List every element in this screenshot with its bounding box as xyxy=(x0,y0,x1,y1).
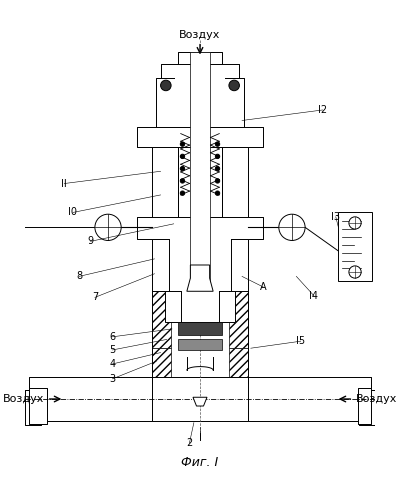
Bar xyxy=(178,322,222,335)
Text: Фиг. I: Фиг. I xyxy=(181,456,219,469)
Text: 4: 4 xyxy=(109,359,116,369)
Bar xyxy=(165,291,235,322)
Bar xyxy=(137,217,263,239)
Circle shape xyxy=(229,80,240,91)
Circle shape xyxy=(180,154,185,159)
Bar xyxy=(229,348,248,383)
Bar xyxy=(229,291,248,348)
Bar xyxy=(165,291,235,322)
Polygon shape xyxy=(187,265,213,291)
Bar xyxy=(29,388,47,425)
Bar xyxy=(160,64,240,78)
Text: 3: 3 xyxy=(109,374,116,384)
Bar xyxy=(152,239,248,291)
Bar xyxy=(248,407,371,421)
Bar xyxy=(137,127,263,147)
Text: I: I xyxy=(198,433,202,443)
Bar xyxy=(178,52,190,64)
Bar xyxy=(176,78,224,127)
Bar xyxy=(360,390,375,425)
Bar xyxy=(222,147,248,217)
Circle shape xyxy=(215,167,220,171)
Text: 6: 6 xyxy=(109,332,116,342)
Circle shape xyxy=(215,142,220,146)
Bar xyxy=(25,390,40,425)
Bar xyxy=(160,64,240,78)
Circle shape xyxy=(215,191,220,196)
Bar xyxy=(152,407,248,421)
Bar xyxy=(137,217,263,239)
Circle shape xyxy=(180,191,185,196)
Bar xyxy=(224,78,244,127)
Bar xyxy=(152,291,171,348)
Bar xyxy=(190,52,210,282)
Bar xyxy=(360,390,375,425)
Bar xyxy=(152,348,171,383)
Bar xyxy=(152,239,248,291)
Circle shape xyxy=(215,179,220,183)
Circle shape xyxy=(279,214,305,241)
Bar xyxy=(358,388,371,425)
Circle shape xyxy=(349,217,361,229)
Text: 7: 7 xyxy=(92,292,98,302)
Bar xyxy=(222,147,248,217)
Text: 2: 2 xyxy=(186,438,193,448)
Circle shape xyxy=(180,179,185,183)
Text: 8: 8 xyxy=(76,271,82,281)
Text: I5: I5 xyxy=(296,336,305,346)
Text: I3: I3 xyxy=(331,212,340,222)
Bar xyxy=(248,377,371,421)
Bar xyxy=(169,239,231,291)
Circle shape xyxy=(180,167,185,171)
Bar xyxy=(178,52,222,64)
Text: Воздух: Воздух xyxy=(179,30,221,40)
Bar xyxy=(338,213,372,281)
Text: II: II xyxy=(61,179,67,189)
Text: Воздух: Воздух xyxy=(356,394,397,404)
Bar xyxy=(152,147,178,217)
Bar xyxy=(210,52,222,64)
Bar xyxy=(25,390,40,425)
Bar xyxy=(29,377,152,391)
Circle shape xyxy=(215,154,220,159)
Bar xyxy=(29,407,152,421)
Bar xyxy=(152,377,248,421)
Bar xyxy=(358,388,371,425)
Bar xyxy=(29,388,47,425)
Text: A: A xyxy=(260,282,266,292)
Bar xyxy=(29,377,152,421)
Text: 9: 9 xyxy=(88,237,94,247)
Bar xyxy=(178,339,222,350)
Circle shape xyxy=(349,266,361,278)
Bar xyxy=(137,127,263,147)
Text: I0: I0 xyxy=(68,208,78,218)
Text: 5: 5 xyxy=(109,345,116,355)
Bar xyxy=(152,377,248,391)
Text: I4: I4 xyxy=(309,290,318,301)
Bar xyxy=(156,78,244,127)
Polygon shape xyxy=(193,397,207,406)
Bar xyxy=(181,291,219,322)
Circle shape xyxy=(180,142,185,146)
Bar xyxy=(156,78,176,127)
Bar xyxy=(248,377,371,391)
Text: I2: I2 xyxy=(318,105,327,115)
Bar xyxy=(152,147,178,217)
Circle shape xyxy=(160,80,171,91)
Circle shape xyxy=(95,214,121,241)
Text: Воздух: Воздух xyxy=(3,394,44,404)
